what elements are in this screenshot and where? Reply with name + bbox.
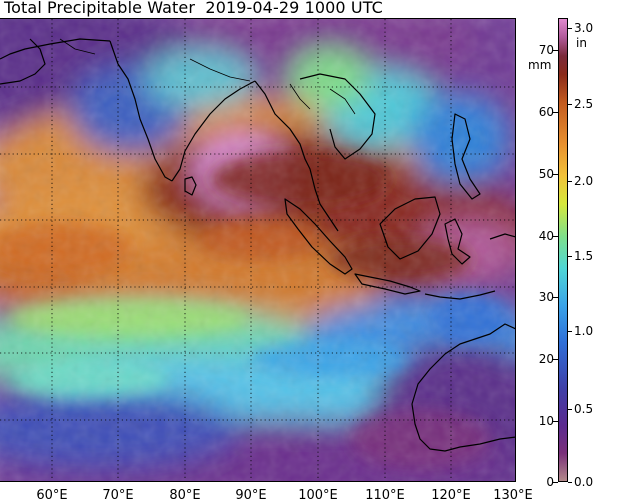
coastlines — [0, 38, 515, 452]
lon-label-110e: 110°E — [365, 488, 405, 503]
colorbar-in-tick: 3.0 — [574, 21, 594, 35]
colorbar-in-tick: 1.5 — [574, 249, 594, 263]
colorbar-mm-tickmark — [553, 112, 558, 113]
lon-label-80e: 80°E — [169, 488, 201, 503]
colorbar-unit-in: in — [576, 36, 587, 50]
colorbar-mm-tickmark — [553, 174, 558, 175]
colorbar-in-tick: 2.5 — [574, 97, 594, 111]
colorbar-mm-tick: 40 — [538, 229, 554, 243]
colorbar-mm-tick: 20 — [538, 352, 554, 366]
colorbar-mm-tick: 10 — [538, 414, 554, 428]
colorbar-mm-tick: 30 — [538, 290, 554, 304]
colorbar-mm-tickmark — [553, 236, 558, 237]
colorbar-in-tickmark — [568, 482, 572, 483]
colorbar-in-tick: 0.5 — [574, 402, 594, 416]
colorbar-in-tickmark — [568, 331, 572, 332]
colorbar-mm-tickmark — [553, 359, 558, 360]
lon-label-90e: 90°E — [235, 488, 267, 503]
colorbar-in-tickmark — [568, 256, 572, 257]
map-canvas — [0, 19, 515, 481]
lon-label-60e: 60°E — [36, 488, 68, 503]
colorbar-in-tick: 2.0 — [574, 174, 594, 188]
colorbar — [558, 18, 568, 482]
colorbar-mm-tickmark — [553, 297, 558, 298]
page-title: Total Precipitable Water 2019-04-29 1000… — [4, 0, 383, 17]
colorbar-in-tickmark — [568, 28, 572, 29]
colorbar-mm-tick: 60 — [538, 105, 554, 119]
colorbar-in-tick: 1.0 — [574, 324, 594, 338]
lon-label-120e: 120°E — [431, 488, 471, 503]
colorbar-mm-tickmark — [553, 50, 558, 51]
graticule — [0, 19, 515, 481]
lon-label-130e: 130°E — [493, 488, 533, 503]
tpw-map — [0, 18, 516, 482]
lon-label-70e: 70°E — [102, 488, 134, 503]
colorbar-mm-tick: 0 — [546, 475, 554, 489]
colorbar-in-tick: 0.0 — [574, 475, 594, 489]
colorbar-in-tickmark — [568, 104, 572, 105]
colorbar-in-tickmark — [568, 181, 572, 182]
colorbar-unit-mm: mm — [528, 58, 552, 72]
colorbar-mm-tick: 70 — [538, 43, 554, 57]
lon-label-100e: 100°E — [298, 488, 338, 503]
colorbar-mm-tickmark — [553, 482, 558, 483]
colorbar-mm-tick: 50 — [538, 167, 554, 181]
colorbar-mm-tickmark — [553, 421, 558, 422]
colorbar-in-tickmark — [568, 409, 572, 410]
